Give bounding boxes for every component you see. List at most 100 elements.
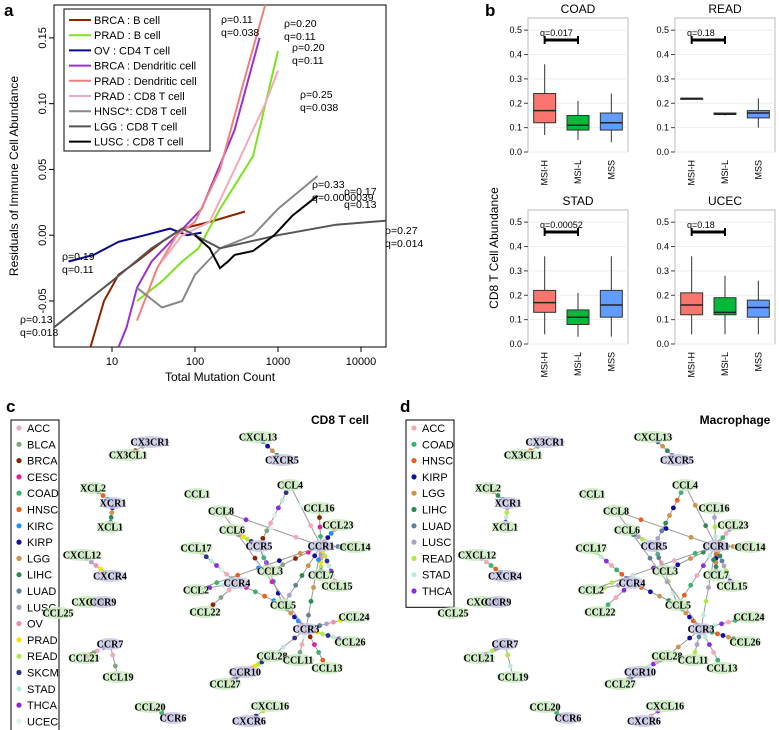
network-d: Macrophage ACC COAD HNSC KIRP LGG LIHC LUAD LUSC… — [405, 413, 771, 728]
network-edge-dot — [308, 598, 314, 604]
network-node-label: CCR5 — [641, 542, 668, 553]
network-node-halo — [488, 570, 522, 582]
network-node-label: CCL2 — [578, 586, 604, 597]
network-edge-dot — [268, 520, 274, 526]
network-edge-dot — [720, 535, 726, 540]
network-node-label: CCL4 — [277, 481, 303, 492]
network-node-halo — [108, 449, 148, 461]
network-node-halo — [96, 521, 124, 533]
network-node-label: CCL1 — [579, 490, 605, 501]
network-edge-dot — [726, 634, 731, 640]
network-edge-dot — [312, 553, 318, 559]
series-line-3 — [117, 37, 261, 347]
legend-label: LUAD — [27, 586, 56, 598]
network-node-label: XCL2 — [80, 484, 106, 495]
network-node-halo — [250, 700, 290, 712]
network-node-halo — [577, 584, 605, 596]
legend-label: LGG — [27, 553, 50, 565]
network-node-halo — [321, 519, 355, 531]
network-node-halo — [494, 497, 522, 509]
network-edge-dot — [325, 535, 331, 540]
network-edge-dot — [307, 634, 313, 640]
y-tick-label: 0.3 — [656, 266, 669, 276]
network-node-label: CX3CL1 — [109, 451, 147, 462]
legend-label: HNSC — [27, 505, 58, 517]
y-tick-label: 0.05 — [37, 159, 49, 180]
annotation-q: q=0.11 — [62, 264, 94, 276]
network-node-label: CCL19 — [102, 673, 133, 684]
network-node-halo — [491, 521, 519, 533]
network-node-label: CCR7 — [97, 640, 124, 651]
network-edge-dot — [316, 650, 321, 655]
network-node-halo — [307, 569, 335, 581]
legend-a-label: BRCA : Dendritic cell — [94, 61, 196, 73]
legend-label: KIRP — [422, 472, 448, 484]
network-node-label: CCL3 — [257, 567, 283, 578]
network-node-halo — [269, 599, 297, 611]
x-tick-label: 10000 — [346, 356, 377, 368]
network-edge-dot — [692, 649, 698, 655]
network-node-halo — [133, 701, 167, 713]
network-edge-dot — [701, 612, 706, 618]
network-edge-dot — [605, 602, 611, 608]
network-node-halo — [436, 607, 470, 619]
network-node-halo — [281, 654, 315, 666]
network-edge-dot — [286, 592, 292, 598]
network-node-halo — [528, 701, 562, 713]
y-tick-label: 0.2 — [656, 98, 669, 108]
network-edge-dot — [98, 566, 104, 572]
legend-a-label: LGG : CD8 T cell — [94, 121, 177, 133]
network-edge-dot — [317, 515, 322, 520]
network-node-halo — [664, 599, 692, 611]
network-node-halo — [618, 577, 646, 589]
y-tick-label: 0.2 — [656, 290, 669, 300]
network-edge-dot — [301, 634, 307, 640]
y-axis-title: Residuals of Immune Cell Abundance — [7, 76, 21, 276]
network-edge-dot — [288, 610, 294, 616]
network-node-halo — [474, 482, 502, 494]
network-node-halo — [130, 436, 170, 448]
x-tick-label: MSI-L — [573, 160, 583, 184]
network-node-label: CX3CR1 — [526, 438, 565, 449]
panel-letter-d: d — [400, 397, 410, 416]
network-node-halo — [307, 540, 335, 552]
network-edge-dot — [224, 571, 230, 577]
network-node-label: CCL20 — [134, 703, 165, 714]
network-edge-dot — [655, 535, 661, 541]
legend-label: HNSC — [422, 456, 453, 468]
network-node-label: CCL19 — [497, 673, 528, 684]
annotation-q: q=0.018 — [20, 327, 58, 339]
network-edge-dot — [243, 517, 249, 523]
x-tick-label: MSI-L — [573, 352, 583, 376]
network-edge-dot — [203, 554, 209, 560]
network-node-halo — [733, 541, 767, 553]
network-edge-dot — [109, 510, 115, 515]
network-edge-dot — [317, 623, 323, 628]
network-node-halo — [265, 454, 299, 466]
legend-label: READ — [27, 651, 58, 663]
legend-label: THCA — [27, 700, 58, 712]
legend-label: BLCA — [27, 439, 56, 451]
network-edge-dot — [312, 642, 317, 647]
annotation-rho: ρ=0.33 — [312, 179, 345, 191]
network-node-label: CCR1 — [308, 542, 335, 553]
network-edge-dot — [325, 633, 331, 638]
network-edge-dot — [638, 517, 644, 523]
network-node-label: CXCL16 — [251, 702, 289, 713]
network-edge-dot — [93, 563, 99, 568]
boxplot-read: 0.0 0.1 0.2 0.3 0.4 0.5 READ MSI-H MSI-L MSS q=0.1… — [656, 2, 776, 186]
network-node-halo — [320, 580, 354, 592]
plot-a-frame — [53, 4, 387, 348]
network-edge-dot — [299, 642, 305, 647]
network-node-halo — [338, 541, 372, 553]
y-tick-label: 0.3 — [509, 74, 522, 84]
legend-dot — [411, 474, 417, 480]
network-edge-dot — [721, 563, 727, 569]
network-node-label: CCR4 — [619, 579, 646, 590]
network-node-label: CXCL13 — [634, 433, 672, 444]
network-edge-dot — [283, 490, 289, 496]
network-edge-dot — [253, 589, 258, 595]
network-node-label: CCL13 — [311, 664, 342, 675]
network-edge-dot — [493, 566, 499, 572]
legend-label: PRAD — [27, 635, 58, 647]
